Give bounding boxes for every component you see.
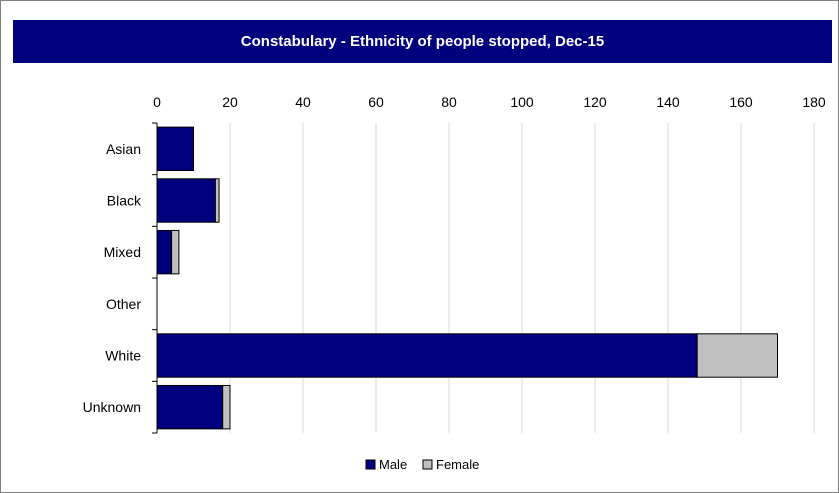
legend-label-female: Female — [436, 457, 479, 472]
category-label-mixed: Mixed — [104, 244, 141, 260]
x-tick-label: 20 — [222, 94, 238, 110]
x-tick-label: 100 — [510, 94, 534, 110]
bar-asian-male — [156, 126, 194, 172]
chart-title-bar: Constabulary - Ethnicity of people stopp… — [13, 20, 832, 63]
legend-label-male: Male — [379, 457, 407, 472]
x-axis-ticks: 0 20 40 60 80 100 120 140 160 180 — [153, 94, 826, 110]
category-label-black: Black — [107, 193, 142, 209]
legend-swatch-female — [422, 459, 433, 470]
gridlines — [156, 123, 815, 433]
bar-black-male — [156, 178, 216, 223]
x-tick-label: 80 — [441, 94, 457, 110]
bar-white-female — [696, 333, 779, 378]
legend: Male Female — [365, 457, 479, 472]
x-tick-label: 140 — [656, 94, 680, 110]
legend-swatch-male — [365, 459, 376, 470]
bar-black-female — [214, 178, 220, 223]
bars — [156, 126, 779, 430]
x-tick-label: 120 — [583, 94, 607, 110]
x-tick-label: 60 — [368, 94, 384, 110]
x-tick-label: 0 — [153, 94, 161, 110]
x-tick-label: 40 — [295, 94, 311, 110]
category-label-unknown: Unknown — [83, 399, 141, 415]
category-label-white: White — [105, 348, 141, 364]
category-label-asian: Asian — [106, 141, 141, 157]
bar-mixed-female — [171, 229, 180, 275]
x-tick-label: 180 — [802, 94, 826, 110]
category-label-other: Other — [106, 296, 141, 312]
bar-mixed-male — [156, 229, 173, 275]
bar-white-male — [156, 333, 698, 378]
chart-title: Constabulary - Ethnicity of people stopp… — [240, 33, 605, 50]
bar-unknown-male — [156, 384, 224, 430]
bar-unknown-female — [222, 384, 231, 430]
x-tick-label: 160 — [729, 94, 753, 110]
y-axis-categories: Asian Black Mixed Other White Unknown — [83, 122, 157, 434]
